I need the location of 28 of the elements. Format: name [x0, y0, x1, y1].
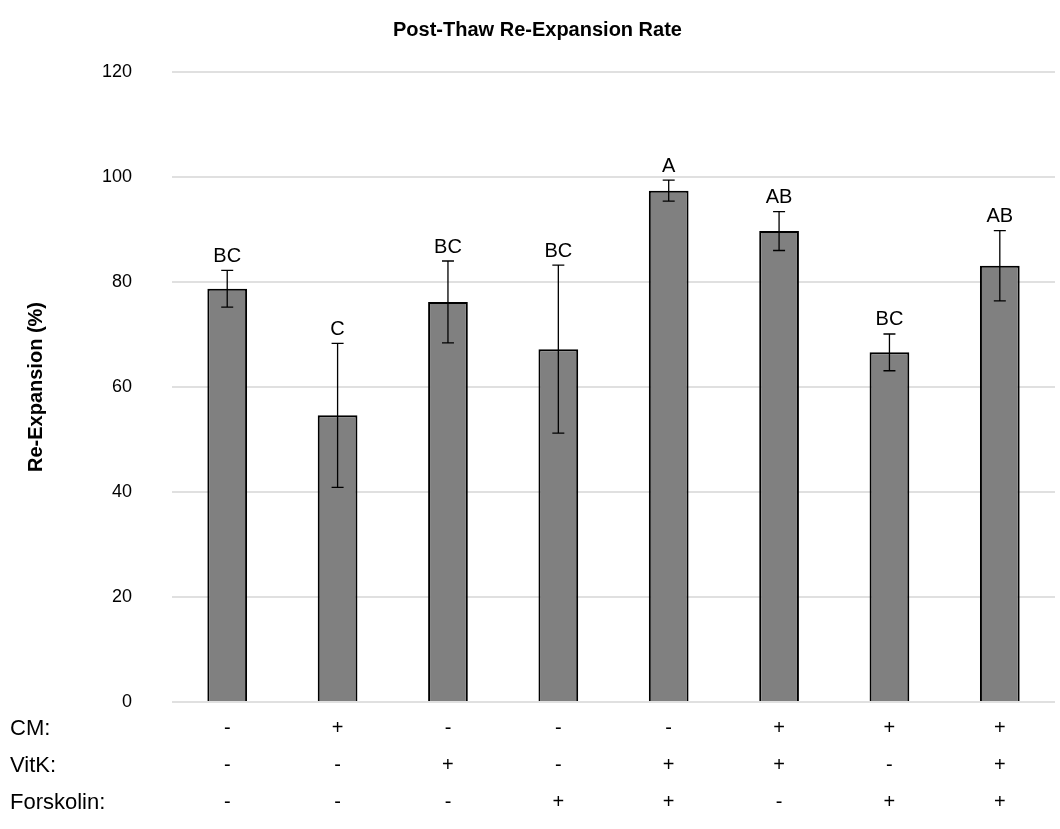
x-tick-label: + - - [331, 716, 344, 813]
y-tick-label: 100 [101, 165, 133, 186]
x-tick-label: - - - [223, 716, 231, 813]
text: Forskolin: [10, 788, 106, 814]
y-tick-label: 80 [112, 270, 133, 291]
x-tick-label: + + + [993, 716, 1006, 813]
y-tick-label: 60 [112, 375, 133, 396]
x-tick-label: - - + [552, 716, 565, 813]
y-axis-title: Re-Expansion (%) [23, 301, 46, 473]
annotation: BC [213, 243, 242, 266]
annotation: AB [986, 204, 1014, 227]
y-tick-label: 20 [112, 585, 133, 606]
annotation: BC [875, 307, 904, 330]
annotation: AB [765, 185, 793, 208]
annotation: A [662, 153, 677, 176]
x-tick-label: - + - [442, 716, 454, 813]
annotation: C [330, 316, 345, 339]
y-tick-label: 40 [112, 480, 133, 501]
y-tick-label: 0 [122, 690, 133, 711]
x-tick-label: + + - [773, 716, 785, 813]
x-tick-label: + - + [883, 716, 896, 813]
chart-title: Post-Thaw Re-Expansion Rate [393, 17, 682, 40]
x-tick-label: - + + [662, 716, 675, 813]
text: VitK: [10, 751, 57, 777]
annotation: BC [434, 234, 462, 257]
annotation: BC [544, 238, 573, 261]
text: CM: [10, 714, 51, 740]
y-tick-label: 120 [101, 60, 133, 81]
